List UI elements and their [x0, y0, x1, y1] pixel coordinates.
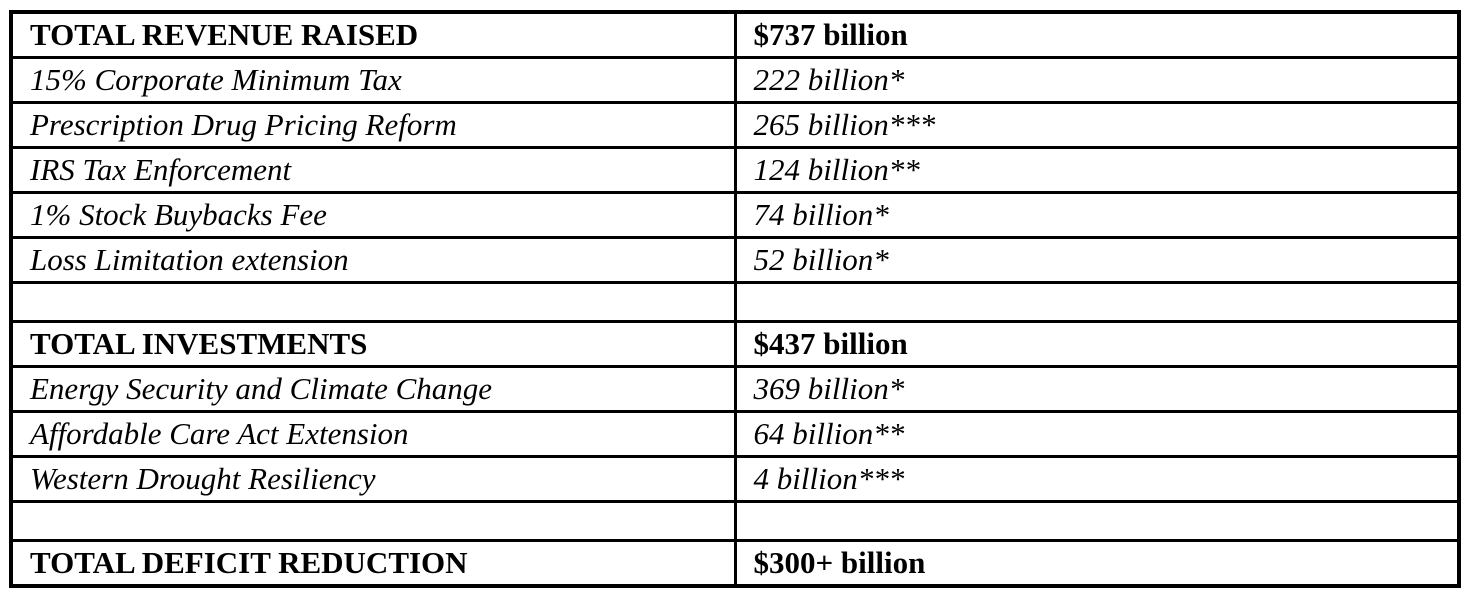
- row-value-cell: 124 billion**: [733, 146, 1461, 194]
- budget-table-container: TOTAL REVENUE RAISED $737 billion 15% Co…: [9, 10, 1461, 588]
- row-label: Prescription Drug Pricing Reform: [30, 107, 457, 142]
- table-row: Western Drought Resiliency 4 billion***: [9, 455, 1461, 503]
- row-label-cell: Prescription Drug Pricing Reform: [9, 101, 737, 149]
- row-value: 52 billion*: [753, 242, 889, 277]
- row-label-cell: Energy Security and Climate Change: [9, 365, 737, 413]
- budget-table-body: TOTAL REVENUE RAISED $737 billion 15% Co…: [9, 10, 1461, 588]
- row-label: IRS Tax Enforcement: [30, 152, 292, 187]
- row-label: TOTAL DEFICIT REDUCTION: [30, 545, 468, 580]
- row-label-cell: TOTAL INVESTMENTS: [9, 320, 737, 368]
- row-value: $737 billion: [753, 17, 908, 52]
- row-label-cell: IRS Tax Enforcement: [9, 146, 737, 194]
- row-value: 4 billion***: [753, 461, 905, 496]
- row-label-cell: Loss Limitation extension: [9, 236, 737, 284]
- row-label-cell: Affordable Care Act Extension: [9, 410, 737, 458]
- row-value: 265 billion***: [753, 107, 936, 142]
- row-label-cell: [9, 500, 737, 542]
- row-value: $300+ billion: [753, 545, 926, 580]
- table-row: Prescription Drug Pricing Reform 265 bil…: [9, 101, 1461, 149]
- row-value-cell: [733, 500, 1461, 542]
- table-row: TOTAL DEFICIT REDUCTION $300+ billion: [9, 539, 1461, 588]
- row-value-cell: $300+ billion: [733, 539, 1461, 588]
- row-value-cell: 52 billion*: [733, 236, 1461, 284]
- row-label-cell: Western Drought Resiliency: [9, 455, 737, 503]
- table-row: [9, 281, 1461, 323]
- row-label: TOTAL INVESTMENTS: [30, 326, 368, 361]
- row-label-cell: TOTAL REVENUE RAISED: [9, 10, 737, 59]
- row-value-cell: 369 billion*: [733, 365, 1461, 413]
- row-label-cell: TOTAL DEFICIT REDUCTION: [9, 539, 737, 588]
- row-value-cell: 265 billion***: [733, 101, 1461, 149]
- row-value: 64 billion**: [753, 416, 905, 451]
- row-label-cell: 1% Stock Buybacks Fee: [9, 191, 737, 239]
- table-row: [9, 500, 1461, 542]
- row-value: 369 billion*: [753, 371, 905, 406]
- row-value-cell: 222 billion*: [733, 56, 1461, 104]
- row-label: Affordable Care Act Extension: [30, 416, 409, 451]
- row-label: 15% Corporate Minimum Tax: [30, 62, 402, 97]
- table-row: IRS Tax Enforcement 124 billion**: [9, 146, 1461, 194]
- table-row: 15% Corporate Minimum Tax 222 billion*: [9, 56, 1461, 104]
- row-value: 124 billion**: [753, 152, 920, 187]
- budget-table: TOTAL REVENUE RAISED $737 billion 15% Co…: [9, 10, 1461, 588]
- row-label: Western Drought Resiliency: [30, 461, 376, 496]
- table-row: Loss Limitation extension 52 billion*: [9, 236, 1461, 284]
- row-value: 74 billion*: [753, 197, 889, 232]
- table-row: TOTAL REVENUE RAISED $737 billion: [9, 10, 1461, 59]
- table-row: TOTAL INVESTMENTS $437 billion: [9, 320, 1461, 368]
- row-value-cell: [733, 281, 1461, 323]
- row-label: Loss Limitation extension: [30, 242, 349, 277]
- row-value: $437 billion: [753, 326, 908, 361]
- row-label: Energy Security and Climate Change: [30, 371, 493, 406]
- row-label: TOTAL REVENUE RAISED: [30, 17, 419, 52]
- row-value-cell: $437 billion: [733, 320, 1461, 368]
- row-value: 222 billion*: [753, 62, 905, 97]
- row-label-cell: [9, 281, 737, 323]
- row-value-cell: 64 billion**: [733, 410, 1461, 458]
- table-row: 1% Stock Buybacks Fee 74 billion*: [9, 191, 1461, 239]
- row-value-cell: 4 billion***: [733, 455, 1461, 503]
- row-value-cell: 74 billion*: [733, 191, 1461, 239]
- row-label: 1% Stock Buybacks Fee: [30, 197, 327, 232]
- table-row: Affordable Care Act Extension 64 billion…: [9, 410, 1461, 458]
- row-label-cell: 15% Corporate Minimum Tax: [9, 56, 737, 104]
- row-value-cell: $737 billion: [733, 10, 1461, 59]
- table-row: Energy Security and Climate Change 369 b…: [9, 365, 1461, 413]
